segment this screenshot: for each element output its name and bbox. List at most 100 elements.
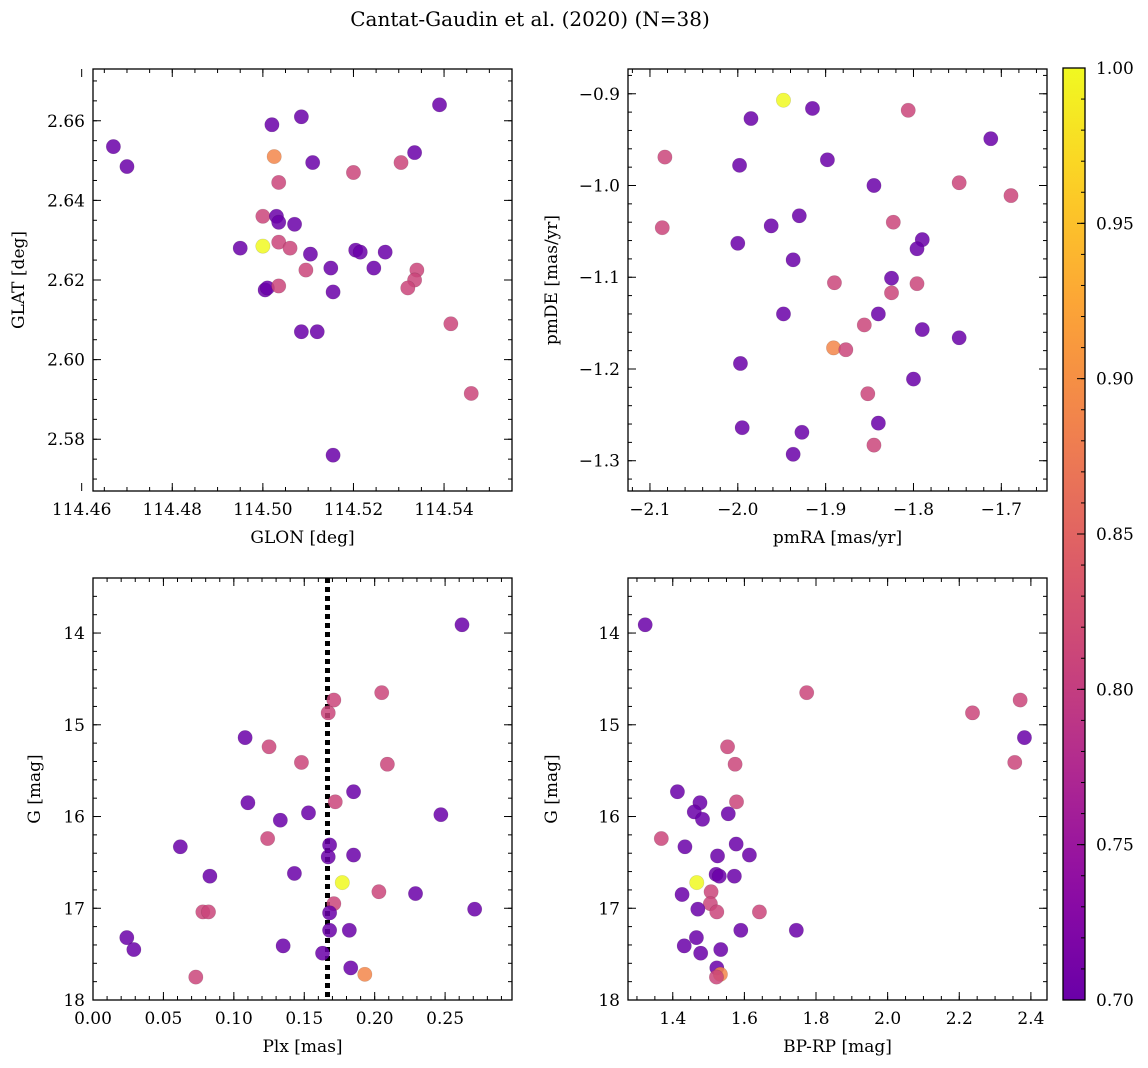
colorbar-tick-label: 0.85 [1096,525,1134,545]
data-point [885,214,901,230]
axes-frame [627,577,1048,1001]
data-point [734,420,750,436]
data-point [345,165,361,181]
x-tick-label: −1.7 [981,500,1022,520]
data-point [255,238,271,254]
data-point [432,97,448,113]
points-plx [119,578,483,1000]
data-point [407,145,423,161]
data-point [119,930,135,946]
data-point [287,216,303,232]
data-point [232,240,248,256]
data-point [694,811,710,827]
figure-title: Cantat-Gaudin et al. (2020) (N=38) [350,7,710,31]
data-point [726,868,742,884]
x-tick-label: 1.4 [659,1009,686,1029]
data-point [352,244,368,260]
data-point [300,805,316,821]
data-point [271,174,287,190]
x-axis-label: GLON [deg] [250,528,354,548]
data-point [676,938,692,954]
data-point [346,784,362,800]
data-point [282,240,298,256]
y-tick-label: 18 [63,991,85,1011]
data-point [657,149,673,165]
panel-pm: −2.1 −2.0 −1.9 −1.8 −1.7 −1.3 −1.2 −1.1 −1.0 −0.9… [542,68,1048,548]
colorbar-tick-label: 0.75 [1096,836,1134,856]
data-point [870,306,886,322]
colorbar: 0.70 0.75 0.80 0.85 0.90 0.95 1.00 [1062,59,1134,1011]
points-pm [654,92,1019,462]
data-point [1012,692,1028,708]
data-point [732,157,748,173]
data-point [393,155,409,171]
x-tick-label: 0.15 [285,1009,323,1029]
data-point [293,754,309,770]
y-tick-label: 16 [63,808,85,828]
data-point [677,839,693,855]
data-point [965,705,981,721]
colorbar-gradient [1063,68,1085,1000]
data-point [727,756,743,772]
data-point [237,730,253,746]
colorbar-tick-label: 1.00 [1096,59,1134,79]
data-point [637,617,653,633]
data-point [341,922,357,938]
y-tick-label: −1.1 [579,268,620,288]
data-point [741,847,757,863]
data-point [905,371,921,387]
x-tick-label: 114.48 [143,500,202,520]
data-point [408,886,424,902]
points-sky [105,97,479,463]
y-tick-label: 2.60 [47,351,85,371]
data-point [826,275,842,291]
panel-plx: 0.00 0.05 0.10 0.15 0.20 0.25 14 15 16 17 18 Plx [m… [25,577,513,1057]
data-point [1003,188,1019,204]
data-point [172,839,188,855]
data-point [1007,754,1023,770]
data-point [791,208,807,224]
data-point [1016,730,1032,746]
data-point [732,355,748,371]
data-point [693,945,709,961]
y-tick-label: 2.62 [47,271,85,291]
data-point [343,960,359,976]
data-point [260,831,276,847]
data-point [325,284,341,300]
data-point [309,324,325,340]
axes-frame [627,68,1048,492]
y-tick-label: 15 [63,716,85,736]
colorbar-tick-label: 0.90 [1096,370,1134,390]
data-point [371,884,387,900]
y-tick-label: 2.64 [47,191,85,211]
data-point [379,756,395,772]
data-point [689,875,705,891]
data-point [374,685,390,701]
data-point [775,306,791,322]
data-point [357,966,373,982]
panel-sky: 114.46 114.48 114.50 114.52 114.54 2.58 2.60 2.… [9,68,513,548]
y-axis-label: pmDE [mas/yr] [542,215,562,345]
data-point [866,178,882,194]
x-tick-label: 0.25 [426,1009,464,1029]
x-axis-label: pmRA [mas/yr] [773,528,902,548]
data-point [119,159,135,175]
data-point [909,241,925,257]
data-point [302,246,318,262]
data-point [669,784,685,800]
x-tick-label: 0.10 [215,1009,253,1029]
data-point [334,875,350,891]
data-point [794,424,810,440]
data-point [188,969,204,985]
x-tick-label: 1.8 [802,1009,829,1029]
x-tick-label: 114.54 [414,500,473,520]
y-tick-label: −1.3 [579,452,620,472]
data-point [751,904,767,920]
y-tick-label: −0.9 [579,85,620,105]
data-point [322,922,338,938]
colorbar-tick-label: 0.95 [1096,214,1134,234]
data-point [400,280,416,296]
data-point [264,117,280,133]
x-tick-label: 114.52 [324,500,383,520]
